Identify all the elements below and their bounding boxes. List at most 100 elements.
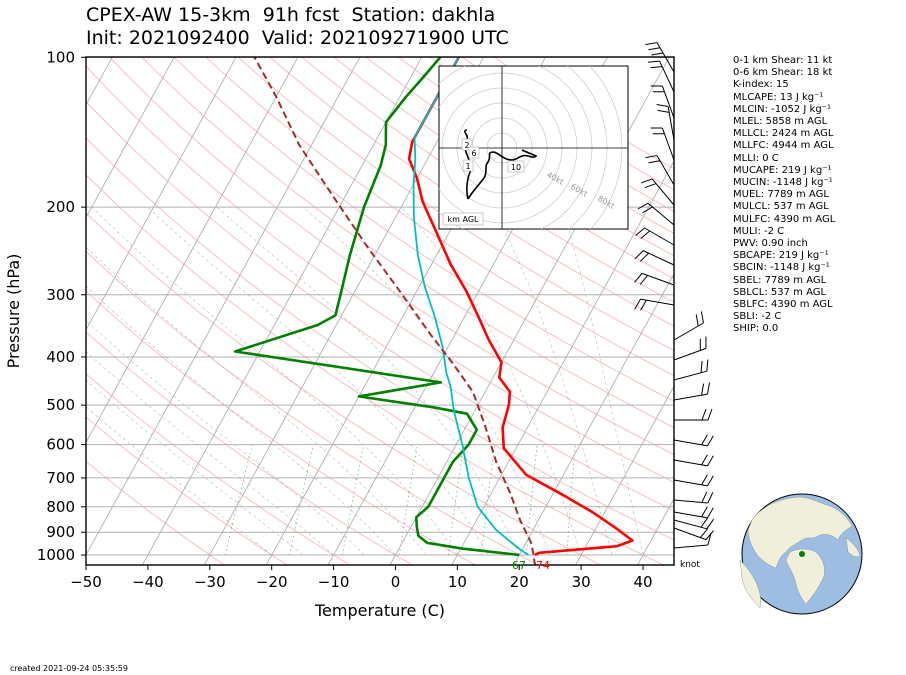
index-line: 0-1 km Shear: 11 kt xyxy=(733,55,833,66)
y-axis-label: Pressure (hPa) xyxy=(4,254,23,369)
mixing-ratio-line xyxy=(566,444,576,556)
hodograph-trace xyxy=(464,129,472,200)
mixing-ratio-line xyxy=(224,444,253,556)
isotherm xyxy=(86,57,299,444)
wind-barb xyxy=(674,408,713,421)
dry-adiabat xyxy=(205,57,674,377)
wind-barb xyxy=(673,474,714,487)
dry-adiabat xyxy=(86,250,540,565)
dry-adiabat xyxy=(86,290,477,565)
dry-adiabat xyxy=(86,100,674,512)
index-line: MULCL: 537 m AGL xyxy=(733,201,829,213)
wind-barb xyxy=(673,359,709,381)
surface-dewpoint-label: 67 xyxy=(512,559,526,572)
chart-title: CPEX-AW 15-3km 91h fcst Station: dakhla xyxy=(86,4,496,26)
moist-adiabat xyxy=(86,246,427,556)
index-line: SBCIN: -1148 J kg⁻¹ xyxy=(733,262,830,274)
dry-adiabat xyxy=(86,137,674,541)
wind-barb xyxy=(647,60,675,93)
moist-adiabat xyxy=(91,206,458,556)
x-tick-label: −10 xyxy=(318,573,350,591)
y-tick-label: 500 xyxy=(46,396,75,414)
isotherm xyxy=(141,57,423,565)
dry-adiabat xyxy=(86,331,414,565)
y-tick-label: 400 xyxy=(46,348,75,366)
dry-adiabat xyxy=(173,57,674,402)
svg-text:6: 6 xyxy=(471,149,476,158)
y-tick-label: 800 xyxy=(46,498,75,516)
wind-barb xyxy=(673,527,714,541)
x-tick-label: 0 xyxy=(391,573,401,591)
isotherm xyxy=(451,160,674,565)
dry-adiabat xyxy=(141,57,674,429)
index-line: MLLFC: 4944 m AGL xyxy=(733,140,834,152)
temperature-line xyxy=(407,57,634,557)
isotherm xyxy=(513,272,674,565)
mixing-ratio-line xyxy=(398,444,418,556)
svg-text:10: 10 xyxy=(511,163,521,172)
y-tick-label: 900 xyxy=(46,523,75,541)
index-line: PWV: 0.90 inch xyxy=(733,238,808,250)
index-line: SHIP: 0.0 xyxy=(733,323,779,335)
dry-adiabat xyxy=(269,57,674,327)
y-tick-label: 200 xyxy=(46,198,75,216)
parcel-line xyxy=(412,57,529,556)
x-tick-label: 30 xyxy=(572,573,591,591)
isotherm xyxy=(86,57,237,331)
wind-barb xyxy=(656,103,675,141)
station-marker xyxy=(799,551,805,557)
hodograph-height-label: 6 xyxy=(468,146,480,159)
moist-adiabat xyxy=(562,207,644,556)
mixing-ratio-line xyxy=(342,444,364,556)
wind-barb xyxy=(673,382,711,401)
wind-barb xyxy=(645,42,675,73)
wind-barb xyxy=(673,533,712,549)
index-line: MULI: -2 C xyxy=(733,225,785,237)
index-line: MLEL: 5858 m AGL xyxy=(733,116,828,128)
dry-adiabat xyxy=(86,174,665,565)
dry-adiabat xyxy=(301,57,674,303)
index-line: MLLCL: 2424 m AGL xyxy=(733,128,834,140)
dry-adiabat xyxy=(86,460,226,565)
index-line: MUCAPE: 219 J kg⁻¹ xyxy=(733,164,832,176)
wind-barb xyxy=(637,202,675,226)
wind-barb xyxy=(634,272,675,286)
x-tick-label: −50 xyxy=(70,573,102,591)
svg-text:1: 1 xyxy=(465,162,470,171)
moist-adiabat xyxy=(86,379,303,556)
svg-text:2: 2 xyxy=(464,141,469,150)
index-line: 0-6 km Shear: 18 kt xyxy=(733,67,833,79)
dry-adiabat xyxy=(86,65,674,483)
index-line: SBCAPE: 219 J kg⁻¹ xyxy=(733,250,829,262)
wind-barb xyxy=(673,454,714,467)
index-line: MUEL: 7789 m AGL xyxy=(733,189,829,201)
surface-temperature-label: 74 xyxy=(536,559,550,572)
x-axis-label: Temperature (C) xyxy=(314,601,445,620)
index-line: MULFC: 4390 m AGL xyxy=(733,213,836,225)
dry-adiabat xyxy=(109,57,674,456)
x-tick-label: 10 xyxy=(448,573,467,591)
moist-adiabat xyxy=(86,406,272,556)
wind-barb xyxy=(673,311,704,341)
index-line: SBLI: -2 C xyxy=(733,311,782,323)
wind-barb xyxy=(673,506,714,519)
wind-barb xyxy=(673,336,707,361)
wind-barb xyxy=(650,85,675,119)
x-tick-label: 40 xyxy=(634,573,653,591)
mixing-ratio-line xyxy=(289,444,314,556)
hodograph-height-label: 1 xyxy=(462,159,474,172)
index-line: MLLI: 0 C xyxy=(733,152,779,164)
hodograph-legend: km AGL xyxy=(442,212,484,226)
x-tick-label: −20 xyxy=(256,573,288,591)
x-tick-label: 20 xyxy=(510,573,529,591)
reference_parcel-line xyxy=(253,57,537,565)
index-line: K-index: 15 xyxy=(733,79,789,91)
isotherm xyxy=(203,57,484,565)
hodograph-trace xyxy=(467,149,538,200)
dry-adiabat xyxy=(86,373,351,565)
wind-barb xyxy=(640,178,675,206)
chart-subtitle: Init: 2021092400 Valid: 202109271900 UTC xyxy=(86,27,509,49)
x-tick-label: −40 xyxy=(132,573,164,591)
location-globe xyxy=(739,493,863,615)
